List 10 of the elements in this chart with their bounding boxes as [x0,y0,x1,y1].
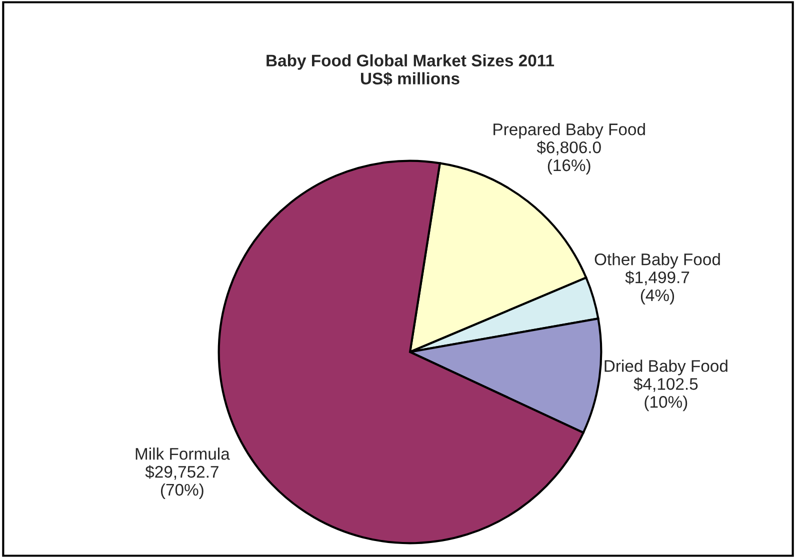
chart-subtitle: US$ millions [360,72,460,86]
data-label: $4,102.5 (10%) [634,377,698,412]
slice-label: Milk Formula [136,448,230,460]
data-label: $6,806.0 (16%) [536,140,601,174]
slice-label: Dried Baby Food [604,360,728,376]
data-label: $1,499.7 (4%) [625,270,690,304]
slice-label: Prepared Baby Food [494,123,645,139]
chart-title: Baby Food Global Market Sizes 2011 [266,54,554,70]
data-label: $29,752.7 (70%) [145,465,218,499]
slice-label: Other Baby Food [594,253,720,269]
